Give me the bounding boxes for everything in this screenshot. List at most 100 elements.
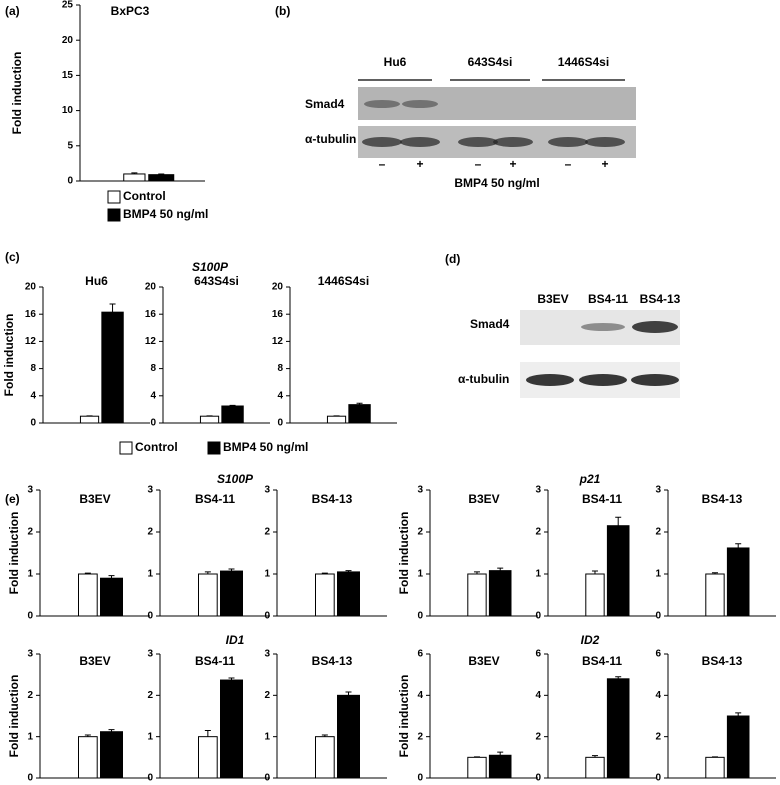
facet-title: BS4-11 (195, 492, 235, 506)
bar (221, 405, 244, 424)
group-label: BS4-13 (640, 292, 681, 306)
bar (78, 573, 98, 617)
y-tick-label: 2 (535, 527, 541, 538)
y-tick-label: 20 (25, 282, 37, 293)
error-bar (735, 543, 742, 548)
bar (123, 173, 146, 182)
error-bar (84, 734, 91, 737)
y-tick-label: 4 (535, 690, 541, 701)
y-axis-label: Fold induction (397, 512, 411, 595)
lane-sign: – (379, 157, 386, 171)
legend-label: BMP4 50 ng/ml (223, 440, 308, 454)
legend-label: Control (135, 440, 178, 454)
y-tick-label: 15 (62, 70, 74, 81)
y-tick-label: 8 (30, 363, 36, 374)
facet-title: Hu6 (85, 274, 108, 288)
legend-swatch (107, 208, 121, 222)
error-bar (735, 712, 742, 716)
y-tick-label: 0 (277, 418, 283, 429)
blot-band (579, 374, 627, 386)
y-tick-label: 0 (147, 773, 153, 784)
facet-title: BS4-13 (702, 492, 743, 506)
y-tick-label: 1 (27, 569, 33, 580)
blot-band (400, 137, 440, 147)
bar (198, 573, 218, 617)
bar (606, 678, 630, 779)
bar (78, 736, 98, 779)
legend-swatch (119, 441, 133, 455)
y-tick-label: 4 (30, 390, 36, 401)
y-tick-label: 3 (264, 485, 270, 496)
row-label: Smad4 (470, 317, 510, 331)
legend-label: Control (123, 189, 166, 203)
y-tick-label: 0 (655, 773, 661, 784)
y-tick-label: 0 (655, 611, 661, 622)
y-tick-label: 0 (150, 418, 156, 429)
bar (467, 756, 487, 779)
y-tick-label: 1 (264, 569, 270, 580)
bar (705, 573, 725, 617)
error-bar (591, 755, 598, 758)
error-bar (131, 172, 138, 174)
error-bar (497, 567, 504, 571)
y-tick-label: 0 (417, 773, 423, 784)
bar (348, 404, 371, 424)
error-bar (108, 575, 115, 579)
chart-title: ID1 (226, 633, 245, 647)
y-tick-label: 3 (417, 485, 423, 496)
y-tick-label: 2 (27, 527, 33, 538)
bar (101, 311, 124, 424)
facet-title: B3EV (468, 492, 499, 506)
error-bar (108, 729, 115, 732)
blot-band (632, 321, 678, 333)
row-label: α-tubulin (458, 372, 509, 386)
error-bar (591, 570, 598, 574)
y-tick-label: 4 (417, 690, 423, 701)
y-axis-label: Fold induction (7, 675, 21, 758)
bar (148, 174, 175, 182)
y-tick-label: 3 (147, 649, 153, 660)
y-tick-label: 3 (655, 485, 661, 496)
error-bar (615, 676, 622, 679)
y-tick-label: 2 (655, 527, 661, 538)
error-bar (204, 571, 211, 574)
error-bar (204, 729, 211, 737)
y-tick-label: 6 (655, 649, 661, 660)
blot-band (581, 323, 625, 331)
y-tick-label: 0 (30, 418, 36, 429)
row-label: Smad4 (305, 97, 345, 111)
y-axis-label: Fold induction (2, 314, 16, 397)
y-tick-label: 4 (655, 690, 661, 701)
y-tick-label: 0 (535, 773, 541, 784)
blot-band (631, 374, 679, 386)
error-bar (345, 691, 352, 696)
y-tick-label: 20 (145, 282, 157, 293)
y-tick-label: 20 (272, 282, 284, 293)
y-tick-label: 5 (67, 140, 73, 151)
y-tick-label: 0 (27, 611, 33, 622)
y-tick-label: 2 (264, 690, 270, 701)
y-tick-label: 6 (535, 649, 541, 660)
y-tick-label: 20 (62, 35, 74, 46)
y-axis-label: Fold induction (397, 675, 411, 758)
y-tick-label: 1 (535, 569, 541, 580)
bar (337, 694, 360, 779)
group-label: 1446S4si (558, 55, 609, 69)
panel-label: (e) (5, 492, 20, 506)
error-bar (711, 572, 718, 574)
y-tick-label: 0 (264, 773, 270, 784)
y-tick-label: 1 (27, 731, 33, 742)
y-tick-label: 2 (535, 731, 541, 742)
facet-title: BS4-13 (702, 654, 743, 668)
facet-title: BS4-11 (582, 654, 622, 668)
legend-swatch (107, 190, 121, 204)
y-tick-label: 0 (417, 611, 423, 622)
facet-title: BS4-13 (312, 492, 353, 506)
bar (467, 573, 487, 617)
facet-title: BS4-11 (582, 492, 622, 506)
error-bar (356, 402, 363, 405)
bar (705, 756, 725, 779)
row-label: α-tubulin (305, 132, 356, 146)
facet-title: 643S4si (194, 274, 239, 288)
group-label: B3EV (537, 292, 568, 306)
